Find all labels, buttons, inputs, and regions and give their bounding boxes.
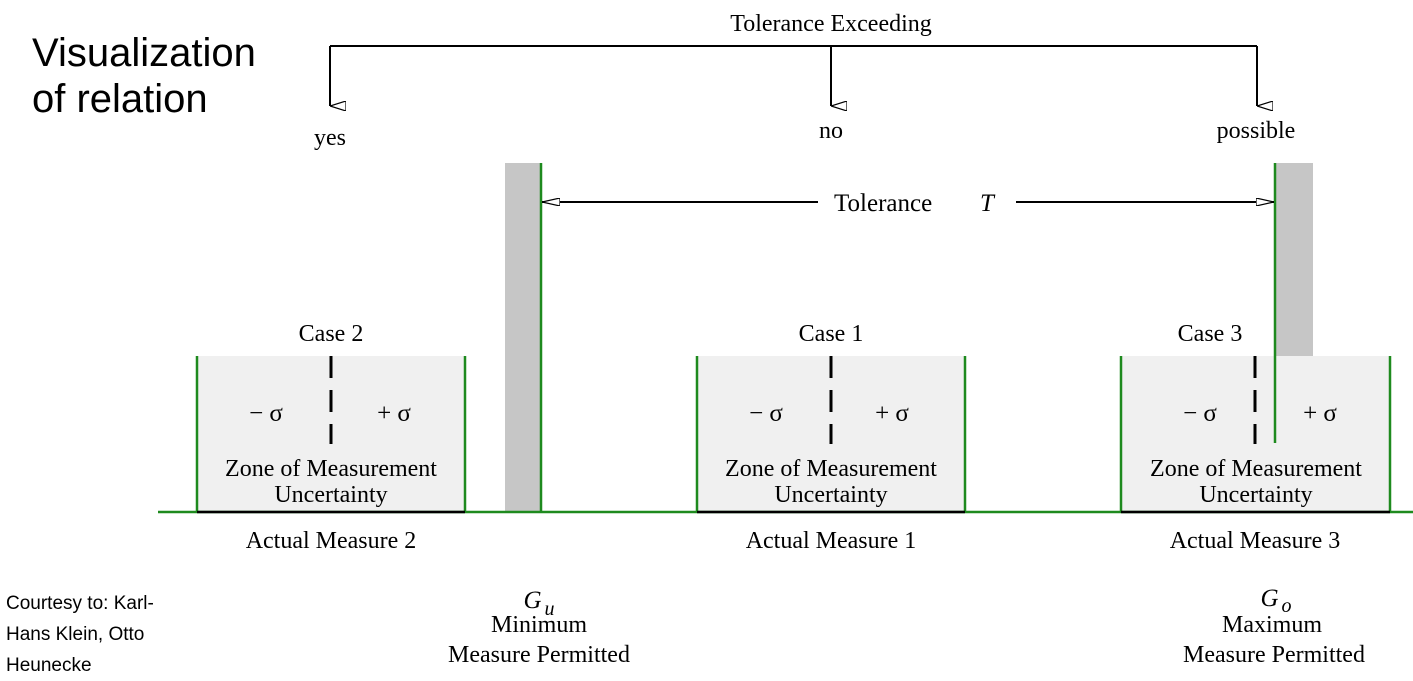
case-1-zone-line-1: Zone of Measurement (725, 456, 937, 482)
courtesy-line-2: Hans Klein, Otto (6, 624, 145, 645)
title-line-2: of relation (32, 77, 208, 121)
case-3-label: Case 3 (1178, 321, 1243, 347)
case-2-minus-sigma: − σ (249, 400, 283, 427)
case-3-zone (1119, 356, 1392, 512)
case-3-minus-sigma: − σ (1183, 400, 1217, 427)
tolerance-label: Tolerance (834, 190, 932, 217)
exceeding-possible-label: possible (1217, 118, 1296, 144)
bracket-label-background (700, 8, 962, 38)
upper-limit-line-2: Measure Permitted (1183, 642, 1365, 668)
courtesy-note: Courtesy to: Karl- Hans Klein, Otto Heun… (6, 588, 206, 681)
case-3-zone-line-2: Uncertainty (1199, 482, 1312, 508)
actual-measure-3-label: Actual Measure 3 (1170, 528, 1341, 554)
title-line-1: Visualization (32, 31, 256, 75)
tolerance-exceeding-label: Tolerance Exceeding (730, 11, 932, 37)
page-title: Visualization of relation (32, 30, 256, 122)
upper-limit-line-1: Maximum (1222, 612, 1322, 638)
lower-limit-line-1: Minimum (491, 612, 587, 638)
tolerance-symbol: T (980, 190, 996, 217)
case-2-zone-line-2: Uncertainty (274, 482, 387, 508)
case-1-zone (695, 356, 967, 512)
actual-measure-1-label: Actual Measure 1 (746, 528, 917, 554)
case-2-zone (195, 356, 467, 512)
case-1-label: Case 1 (799, 321, 864, 347)
lower-limit-band (505, 163, 541, 512)
exceeding-yes-label: yes (314, 125, 346, 151)
courtesy-line-1: Courtesy to: Karl- (6, 593, 154, 614)
case-1-zone-line-2: Uncertainty (774, 482, 887, 508)
tolerance-exceeding-bracket (329, 45, 1257, 106)
lower-limit-line-2: Measure Permitted (448, 642, 630, 668)
case-2-zone-line-1: Zone of Measurement (225, 456, 437, 482)
upper-limit-band (1275, 163, 1313, 356)
actual-measure-2-label: Actual Measure 2 (246, 528, 417, 554)
case-2-label: Case 2 (299, 321, 364, 347)
courtesy-line-3: Heunecke (6, 655, 92, 676)
case-2-plus-sigma: + σ (377, 400, 411, 427)
case-1-plus-sigma: + σ (875, 400, 909, 427)
case-3-plus-sigma: + σ (1303, 400, 1337, 427)
exceeding-no-label: no (819, 118, 843, 144)
case-1-minus-sigma: − σ (749, 400, 783, 427)
case-3-zone-line-1: Zone of Measurement (1150, 456, 1362, 482)
